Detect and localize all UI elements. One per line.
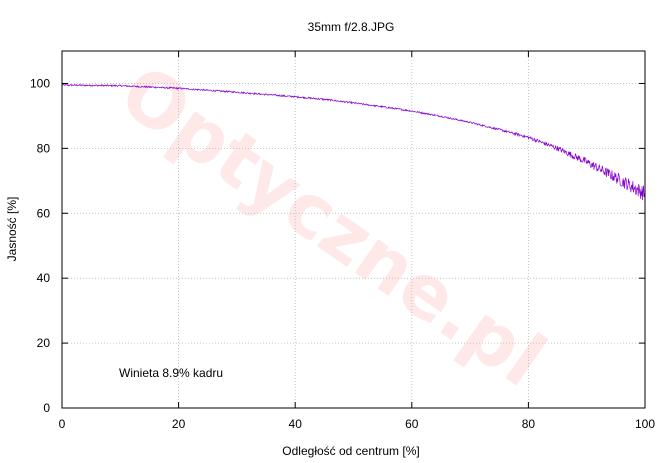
x-axis-label: Odległość od centrum [%] [282,444,419,458]
watermark: Optyczne.pl [105,49,560,404]
x-tick-label: 40 [289,417,303,431]
watermark-text: Optyczne.pl [105,49,560,404]
y-tick-label: 40 [37,271,51,285]
y-tick-label: 60 [37,206,51,220]
grid [62,51,645,408]
y-tick-label: 100 [30,76,50,90]
vignetting-annotation: Winieta 8.9% kadru [119,366,223,380]
x-tick-label: 80 [522,417,536,431]
y-tick-label: 0 [43,401,50,415]
ticks: 0 20 40 60 80 100 0 20 40 60 80 100 [30,51,655,431]
x-tick-label: 20 [172,417,186,431]
chart-title: 35mm f/2.8.JPG [308,20,395,34]
series-line [61,83,646,201]
x-tick-label: 60 [405,417,419,431]
x-tick-label: 0 [59,417,66,431]
x-tick-label: 100 [635,417,655,431]
series-layer [61,83,646,201]
y-tick-label: 80 [37,141,51,155]
plot-frame [61,50,646,409]
y-axis-label: Jasność [%] [5,197,19,262]
y-tick-label: 20 [37,336,51,350]
